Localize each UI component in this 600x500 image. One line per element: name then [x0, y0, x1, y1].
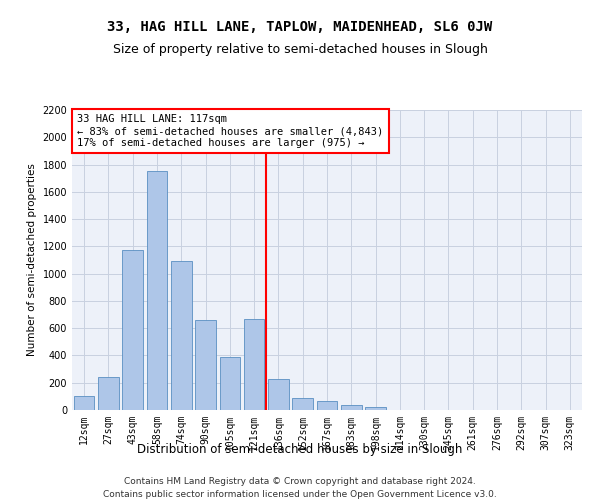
Bar	[146, 172, 167, 410]
Text: Distribution of semi-detached houses by size in Slough: Distribution of semi-detached houses by …	[137, 442, 463, 456]
Bar	[268, 380, 289, 410]
Bar	[341, 405, 362, 410]
Bar	[292, 398, 313, 410]
Bar	[74, 396, 94, 410]
Text: Contains public sector information licensed under the Open Government Licence v3: Contains public sector information licen…	[103, 490, 497, 499]
Bar	[365, 408, 386, 410]
Bar	[220, 357, 240, 410]
Text: 33, HAG HILL LANE, TAPLOW, MAIDENHEAD, SL6 0JW: 33, HAG HILL LANE, TAPLOW, MAIDENHEAD, S…	[107, 20, 493, 34]
Text: Contains HM Land Registry data © Crown copyright and database right 2024.: Contains HM Land Registry data © Crown c…	[124, 478, 476, 486]
Bar	[244, 318, 265, 410]
Bar	[195, 320, 216, 410]
Text: 33 HAG HILL LANE: 117sqm
← 83% of semi-detached houses are smaller (4,843)
17% o: 33 HAG HILL LANE: 117sqm ← 83% of semi-d…	[77, 114, 383, 148]
Bar	[122, 250, 143, 410]
Text: Size of property relative to semi-detached houses in Slough: Size of property relative to semi-detach…	[113, 42, 487, 56]
Bar	[171, 262, 191, 410]
Bar	[317, 401, 337, 410]
Y-axis label: Number of semi-detached properties: Number of semi-detached properties	[27, 164, 37, 356]
Bar	[98, 378, 119, 410]
